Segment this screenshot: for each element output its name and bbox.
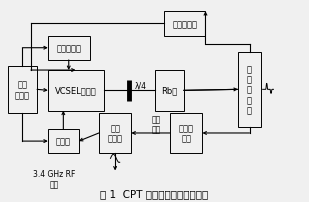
Text: 锁相环电路: 锁相环电路 — [172, 20, 197, 29]
FancyBboxPatch shape — [48, 36, 90, 61]
FancyBboxPatch shape — [8, 67, 37, 113]
Text: λ/4: λ/4 — [134, 81, 146, 90]
Text: 光
电
探
测
器: 光 电 探 测 器 — [247, 65, 252, 115]
Text: 温度控制器: 温度控制器 — [56, 44, 81, 53]
FancyBboxPatch shape — [99, 113, 131, 154]
FancyBboxPatch shape — [164, 12, 205, 36]
Text: 电流
控制器: 电流 控制器 — [15, 80, 30, 100]
FancyBboxPatch shape — [48, 71, 104, 111]
FancyBboxPatch shape — [48, 129, 79, 154]
Text: VCSEL激光器: VCSEL激光器 — [55, 86, 97, 95]
FancyBboxPatch shape — [238, 53, 261, 127]
Text: 本地
振荡器: 本地 振荡器 — [108, 124, 123, 143]
Text: Rb泡: Rb泡 — [161, 86, 177, 95]
Text: 3.4 GHz RF
输出: 3.4 GHz RF 输出 — [33, 169, 75, 188]
FancyBboxPatch shape — [154, 71, 184, 111]
FancyBboxPatch shape — [170, 113, 202, 154]
Text: 图 1  CPT 原子钟控制系统结构图: 图 1 CPT 原子钟控制系统结构图 — [100, 188, 209, 198]
Text: 锁相环
电路: 锁相环 电路 — [179, 124, 194, 143]
Text: 误差
信号: 误差 信号 — [151, 115, 161, 134]
Text: 耦合器: 耦合器 — [56, 137, 71, 146]
